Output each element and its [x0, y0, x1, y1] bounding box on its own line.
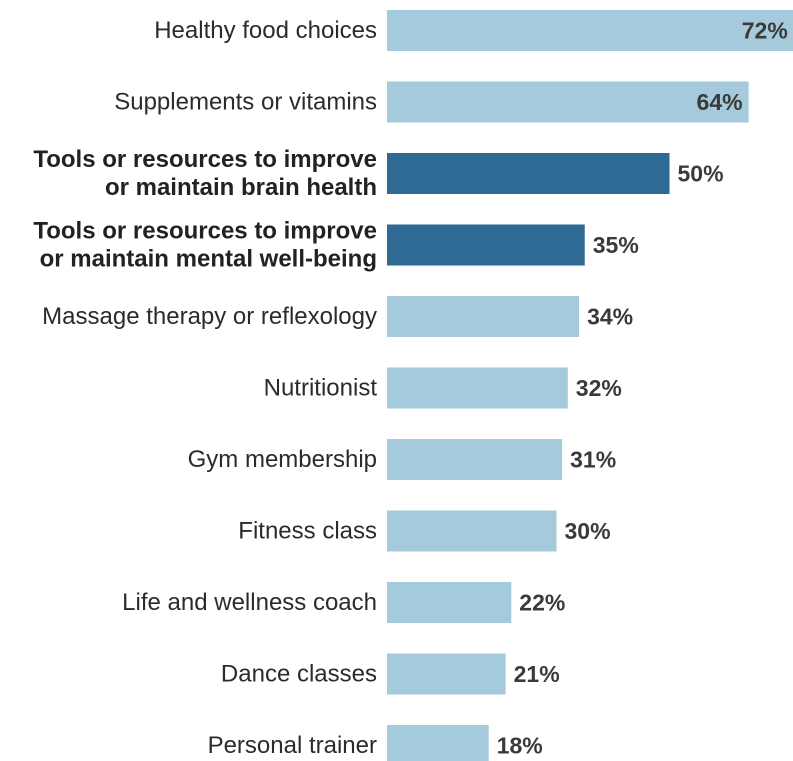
bar-group: Personal trainer 18%	[208, 725, 543, 761]
value-label: 21%	[514, 661, 560, 687]
value-label: 64%	[697, 89, 743, 115]
bar	[387, 153, 670, 194]
bar	[387, 725, 489, 761]
category-label: or maintain mental well-being	[40, 246, 377, 273]
value-label: 31%	[570, 447, 616, 473]
category-label: Healthy food choices	[154, 17, 377, 44]
value-label: 32%	[576, 375, 622, 401]
value-label: 34%	[587, 304, 633, 330]
category-label: Gym membership	[188, 446, 377, 473]
bar-group: Life and wellness coach 22%	[122, 582, 565, 623]
category-label: or maintain brain health	[105, 174, 377, 201]
category-label: Fitness class	[238, 518, 377, 545]
bar-group: Fitness class 30%	[238, 510, 611, 552]
bar	[387, 224, 585, 266]
value-label: 35%	[593, 232, 639, 258]
bar	[387, 510, 557, 552]
category-label: Tools or resources to improve	[33, 146, 377, 173]
category-label: Dance classes	[221, 661, 377, 688]
value-label: 22%	[519, 590, 565, 616]
category-label: Supplements or vitamins	[114, 89, 377, 116]
bar-group: Healthy food choices 72%	[154, 10, 793, 51]
value-label: 18%	[497, 733, 543, 759]
bar	[387, 10, 793, 51]
bar	[387, 81, 749, 123]
category-label: Tools or resources to improve	[33, 218, 377, 245]
category-label: Personal trainer	[208, 732, 377, 759]
category-label: Life and wellness coach	[122, 589, 377, 616]
bar-group: Nutritionist 32%	[264, 367, 622, 409]
category-label: Massage therapy or reflexology	[42, 303, 377, 330]
bar	[387, 582, 512, 623]
value-label: 50%	[678, 161, 724, 187]
bar	[387, 296, 580, 337]
value-label: 72%	[742, 18, 788, 44]
bar	[387, 439, 563, 480]
bar-group: Supplements or vitamins 64%	[114, 81, 749, 123]
bar-group: Gym membership 31%	[188, 439, 616, 480]
category-label: Nutritionist	[264, 375, 378, 402]
bar-group: Massage therapy or reflexology 34%	[42, 296, 633, 337]
bar	[387, 653, 506, 695]
value-label: 30%	[565, 518, 611, 544]
bar-group: Dance classes 21%	[221, 653, 560, 695]
bar	[387, 367, 568, 409]
